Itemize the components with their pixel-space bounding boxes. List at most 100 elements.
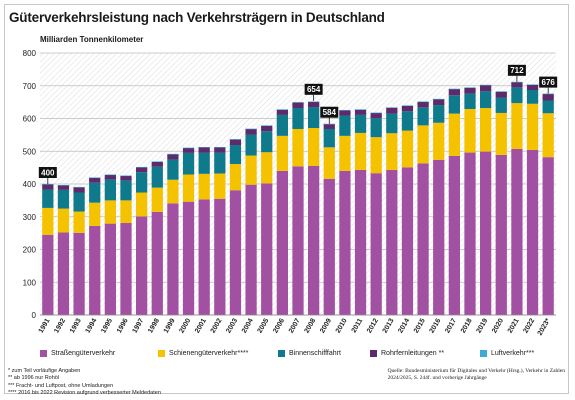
bar-2020-series-3 bbox=[495, 91, 507, 98]
y-tick-label-200: 200 bbox=[23, 246, 37, 255]
bar-2014-series-2 bbox=[401, 111, 414, 131]
bar-1996-series-4 bbox=[120, 175, 132, 177]
x-tick-label-2007: 2007 bbox=[288, 317, 302, 334]
bar-2012-series-4 bbox=[370, 112, 382, 114]
bar-2003-series-3 bbox=[229, 139, 242, 146]
bar-2011-series-2 bbox=[354, 114, 367, 133]
bar-1997-series-0 bbox=[136, 216, 148, 315]
x-tick-label-2000: 2000 bbox=[178, 317, 192, 334]
bar-2006-series-0 bbox=[276, 170, 288, 315]
bar-2021-series-1 bbox=[511, 103, 523, 149]
bar-2006-series-2 bbox=[276, 114, 288, 136]
bar-1996-series-1 bbox=[120, 200, 132, 223]
footnote-2: ** ab 1996 nur Rohöl bbox=[8, 375, 60, 382]
y-axis-label: Milliarden Tonnenkilometer bbox=[40, 35, 144, 44]
bar-2021-series-3 bbox=[511, 82, 523, 88]
y-tick-label-700: 700 bbox=[23, 82, 37, 91]
source-line-1: Quelle: Bundesministerium für Digitales … bbox=[387, 368, 565, 374]
x-tick-label-1992: 1992 bbox=[53, 317, 67, 334]
bar-2007-series-2 bbox=[292, 108, 304, 129]
bar-2014-series-0 bbox=[401, 167, 414, 315]
x-tick-label-2011: 2011 bbox=[351, 317, 365, 334]
bar-2011-series-4 bbox=[354, 109, 367, 110]
bar-2000-series-2 bbox=[182, 152, 195, 175]
bar-2002-series-2 bbox=[214, 152, 226, 174]
callout-box-712 bbox=[507, 64, 526, 76]
legend-label-schiene: Schienengüterverkehr**** bbox=[169, 350, 249, 357]
bar-2001-series-4 bbox=[198, 146, 210, 148]
bar-2016-series-4 bbox=[433, 98, 445, 100]
bar-2016-series-0 bbox=[433, 159, 445, 315]
bar-2012-series-3 bbox=[370, 112, 382, 119]
x-tick-label-2016: 2016 bbox=[429, 317, 443, 334]
bar-2009-series-0 bbox=[323, 178, 335, 315]
bar-2005-series-2 bbox=[261, 131, 273, 153]
bar-2015-series-1 bbox=[417, 125, 429, 164]
legend-label-binnen: Binnenschifffahrt bbox=[289, 350, 341, 357]
bar-2017-series-1 bbox=[448, 113, 460, 156]
bar-1992-series-1 bbox=[57, 208, 70, 233]
x-tick-label-2010: 2010 bbox=[335, 317, 349, 334]
bar-2020-series-0 bbox=[495, 154, 507, 315]
bar-1996-series-2 bbox=[120, 180, 132, 201]
bar-2002-series-1 bbox=[214, 173, 226, 199]
bar-2011-series-1 bbox=[354, 132, 367, 170]
bar-2011-series-0 bbox=[354, 169, 367, 315]
bar-2014-series-1 bbox=[401, 130, 414, 168]
bar-2004-series-4 bbox=[245, 128, 257, 130]
x-tick-label-2020: 2020 bbox=[491, 317, 505, 334]
x-tick-label-2005: 2005 bbox=[257, 317, 271, 334]
legend-item-rohr: Rohrfernleitungen ** bbox=[370, 350, 444, 357]
bar-1994-series-2 bbox=[89, 182, 101, 203]
bar-2011-series-3 bbox=[354, 109, 367, 115]
bar-2016-series-3 bbox=[433, 99, 445, 106]
bar-2010-series-1 bbox=[339, 135, 351, 171]
bar-2019-series-3 bbox=[480, 85, 492, 92]
bar-2020-series-2 bbox=[495, 97, 507, 113]
bar-2008-series-4 bbox=[308, 101, 320, 103]
bar-2015-series-4 bbox=[417, 101, 429, 103]
legend-label-strasse: Straßengüterverkehr bbox=[51, 350, 116, 357]
bar-2017-series-2 bbox=[448, 95, 460, 114]
footnote-3: *** Fracht- und Luftpost, ohne Umladunge… bbox=[8, 382, 114, 389]
callout-label-712: 712 bbox=[510, 66, 524, 75]
y-tick-label-500: 500 bbox=[23, 147, 37, 156]
bar-2005-series-0 bbox=[261, 183, 273, 315]
bar-2007-series-1 bbox=[292, 128, 304, 167]
bar-1999-series-3 bbox=[167, 154, 179, 160]
bar-1992-series-0 bbox=[57, 232, 70, 315]
bar-2005-series-4 bbox=[261, 125, 273, 126]
x-tick-label-2019: 2019 bbox=[476, 317, 490, 334]
y-tick-label-300: 300 bbox=[23, 213, 37, 222]
bar-2009-series-4 bbox=[323, 123, 335, 125]
bar-2008-series-3 bbox=[308, 101, 320, 108]
bar-2018-series-4 bbox=[464, 87, 476, 88]
bar-2013-series-0 bbox=[386, 169, 398, 315]
bar-2000-series-0 bbox=[182, 201, 195, 315]
x-tick-label-2022: 2022 bbox=[522, 317, 536, 334]
bar-1995-series-4 bbox=[104, 174, 116, 176]
bar-1997-series-1 bbox=[136, 192, 148, 217]
bar-1998-series-0 bbox=[151, 211, 163, 315]
footnote-4: **** 2016 bis 2022 Revision aufgrund ver… bbox=[8, 390, 161, 397]
bar-2018-series-0 bbox=[464, 152, 476, 315]
bar-2014-series-4 bbox=[401, 105, 414, 106]
bar-1993-series-4 bbox=[73, 186, 85, 188]
bar-2010-series-3 bbox=[339, 110, 351, 116]
x-tick-label-2017: 2017 bbox=[444, 317, 458, 334]
x-tick-label-1991: 1991 bbox=[38, 317, 52, 334]
bar-1998-series-2 bbox=[151, 166, 163, 188]
legend-swatch-luft bbox=[480, 350, 487, 357]
x-tick-label-1999: 1999 bbox=[163, 317, 177, 334]
bar-2015-series-0 bbox=[417, 163, 429, 315]
bar-2013-series-1 bbox=[386, 133, 398, 170]
bar-2003-series-1 bbox=[229, 164, 242, 191]
bar-2006-series-4 bbox=[276, 109, 288, 110]
bar-1996-series-3 bbox=[120, 175, 132, 181]
bar-2023-series-1 bbox=[542, 113, 554, 158]
bar-2021-series-2 bbox=[511, 87, 523, 104]
y-tick-label-400: 400 bbox=[23, 180, 37, 189]
x-tick-label-2006: 2006 bbox=[272, 317, 286, 334]
x-tick-label-2021: 2021 bbox=[507, 317, 521, 334]
x-tick-label-2013: 2013 bbox=[382, 317, 396, 334]
